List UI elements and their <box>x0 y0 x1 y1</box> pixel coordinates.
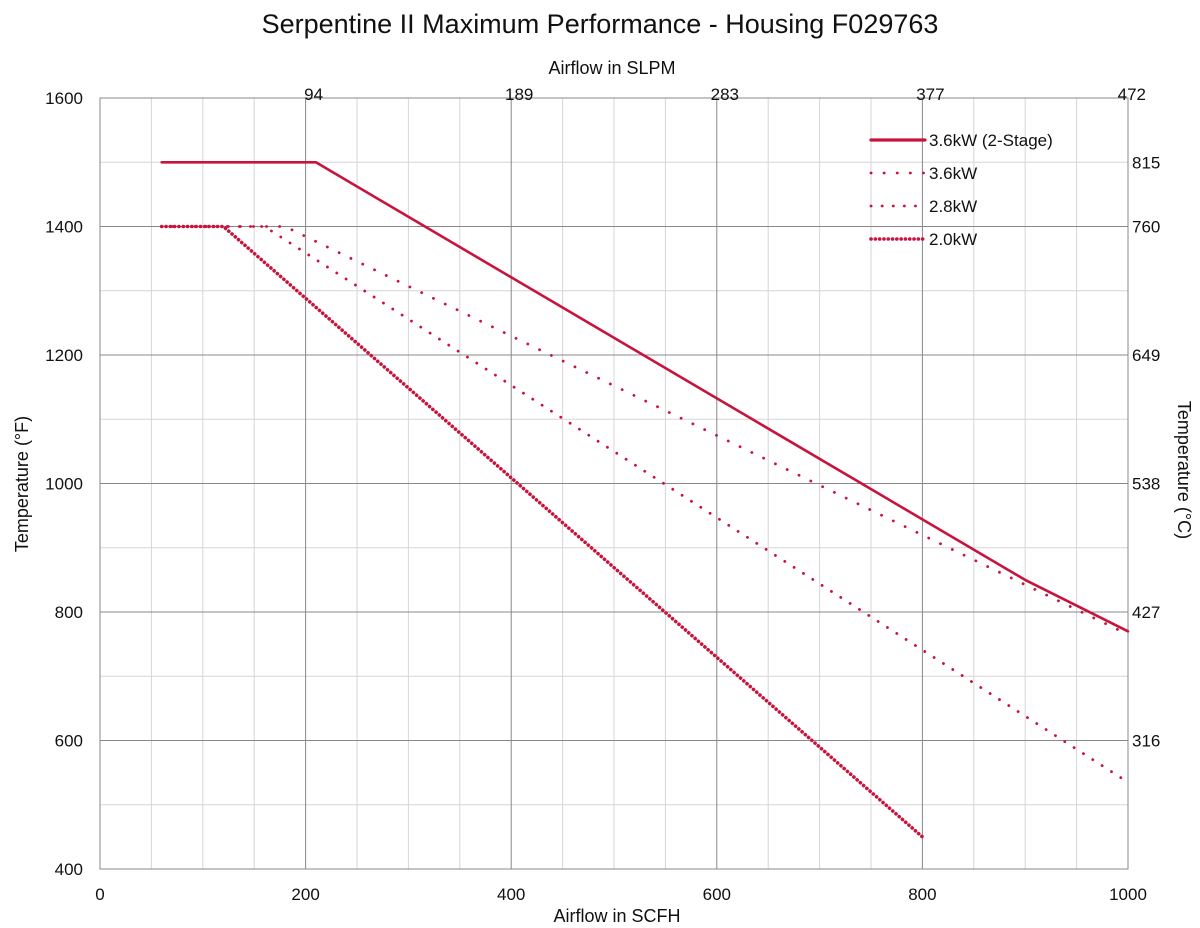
y2-axis-title: Temperature (°C) <box>1174 401 1194 539</box>
x2-tick-label: 94 <box>304 85 323 104</box>
x-tick-label: 600 <box>703 885 731 904</box>
x-tick-label: 0 <box>95 885 104 904</box>
y-tick-label: 1200 <box>45 346 83 365</box>
series-line <box>160 161 1130 633</box>
y-tick-label: 800 <box>55 603 83 622</box>
series-layer <box>159 161 1130 839</box>
y-tick-label: 400 <box>55 860 83 879</box>
y2-tick-label: 316 <box>1132 732 1160 751</box>
x2-tick-labels: 94 189 283 377 472 <box>304 85 1146 104</box>
x-tick-label: 400 <box>497 885 525 904</box>
grid-major <box>100 98 1128 869</box>
series-line <box>160 225 1130 636</box>
y2-tick-label: 760 <box>1132 218 1160 237</box>
x-tick-label: 1000 <box>1109 885 1147 904</box>
y-tick-label: 1600 <box>45 89 83 108</box>
x2-tick-label: 189 <box>505 85 533 104</box>
x2-tick-label: 472 <box>1118 85 1146 104</box>
x2-tick-label: 377 <box>916 85 944 104</box>
series-line <box>160 225 1130 784</box>
plot-frame <box>99 97 1129 870</box>
y2-tick-label: 815 <box>1132 153 1160 172</box>
x-tick-labels: 0 200 400 600 800 1000 <box>95 885 1147 904</box>
y-axis-title: Temperature (°F) <box>12 416 32 552</box>
x-axis-title: Airflow in SCFH <box>553 906 680 926</box>
y-tick-label: 600 <box>55 732 83 751</box>
legend-label: 3.6kW (2-Stage) <box>929 131 1053 150</box>
y-tick-label: 1400 <box>45 218 83 237</box>
chart-title: Serpentine II Maximum Performance - Hous… <box>262 9 939 39</box>
y2-tick-labels: 815 760 649 538 427 316 <box>1132 153 1160 750</box>
y2-tick-label: 427 <box>1132 603 1160 622</box>
x2-tick-label: 283 <box>711 85 739 104</box>
legend-label: 2.8kW <box>929 197 977 216</box>
y2-tick-label: 538 <box>1132 475 1160 494</box>
legend: 3.6kW (2-Stage) 3.6kW 2.8kW 2.0kW <box>869 131 1053 249</box>
x-tick-label: 800 <box>908 885 936 904</box>
x2-axis-title: Airflow in SLPM <box>548 58 675 78</box>
y-tick-label: 1000 <box>45 475 83 494</box>
legend-label: 2.0kW <box>929 230 977 249</box>
legend-label: 3.6kW <box>929 164 977 183</box>
y-tick-labels: 400 600 800 1000 1200 1400 1600 <box>45 89 83 879</box>
series-line <box>159 224 925 839</box>
x-tick-label: 200 <box>291 885 319 904</box>
y2-tick-label: 649 <box>1132 346 1160 365</box>
